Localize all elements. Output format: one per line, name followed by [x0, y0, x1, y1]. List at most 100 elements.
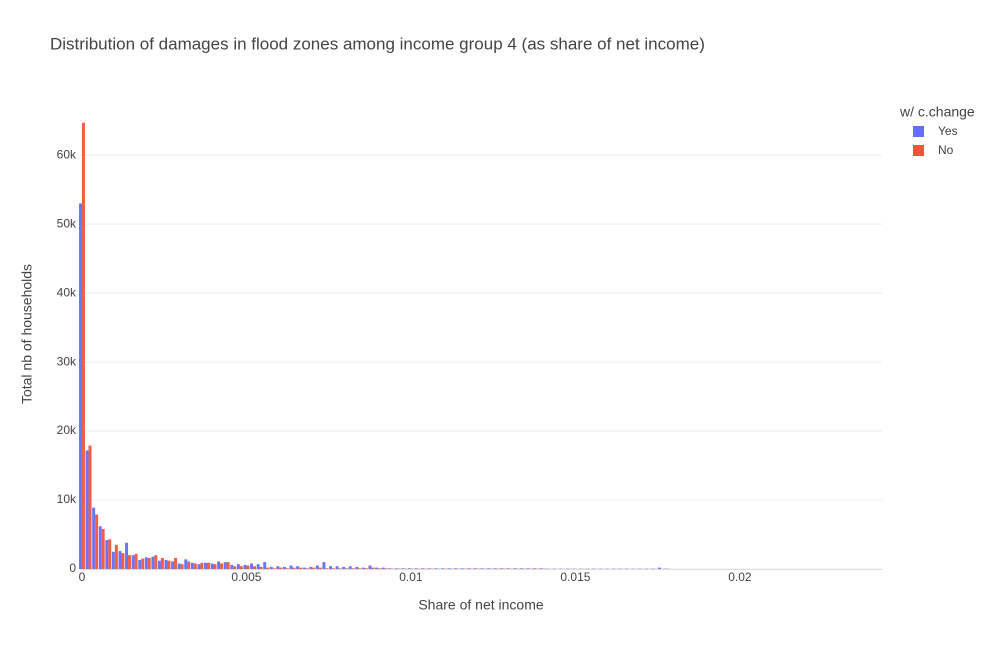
bar — [210, 563, 214, 569]
bar — [348, 566, 352, 569]
bar — [296, 566, 300, 569]
bar — [226, 562, 230, 569]
bar — [243, 564, 247, 569]
bar — [500, 568, 504, 569]
bar — [361, 567, 365, 569]
bar — [138, 560, 142, 569]
legend-label[interactable]: No — [938, 143, 954, 157]
bar — [513, 568, 517, 569]
bar — [92, 507, 96, 569]
bar — [526, 568, 530, 569]
bar — [141, 558, 145, 569]
bar — [217, 561, 221, 569]
bar — [151, 556, 155, 569]
y-tick-label: 0 — [69, 561, 76, 575]
bar — [388, 568, 392, 569]
bar — [440, 568, 444, 569]
bar — [394, 568, 398, 569]
bar — [407, 568, 411, 569]
bar — [223, 562, 227, 569]
bar — [345, 568, 349, 569]
bar — [371, 567, 375, 569]
bar — [154, 555, 158, 569]
bar — [322, 562, 326, 569]
bar — [368, 565, 372, 569]
bar — [131, 555, 135, 569]
legend-label[interactable]: Yes — [938, 124, 958, 138]
y-tick-label: 60k — [57, 147, 77, 161]
bar — [355, 566, 359, 569]
bar — [101, 528, 105, 569]
bar — [657, 567, 661, 569]
bar — [309, 566, 313, 569]
bar — [250, 563, 254, 569]
bar — [384, 568, 388, 569]
bar — [276, 566, 280, 569]
bar — [539, 568, 543, 569]
bar — [266, 567, 270, 569]
bar — [256, 564, 260, 569]
legend-title: w/ c.change — [899, 104, 975, 120]
bar — [318, 567, 322, 569]
bar — [358, 568, 362, 569]
bar — [460, 568, 464, 569]
bar — [167, 560, 171, 569]
bar — [532, 568, 536, 569]
x-tick-label: 0 — [79, 570, 86, 584]
bar — [95, 514, 99, 569]
bar — [121, 553, 125, 569]
bar — [325, 568, 329, 569]
bar — [98, 526, 102, 569]
bar — [239, 566, 243, 569]
bar — [351, 568, 355, 569]
bar — [282, 566, 286, 569]
bar — [263, 562, 267, 569]
bar — [305, 568, 309, 569]
bar — [486, 568, 490, 569]
bar — [157, 560, 161, 569]
bar — [118, 551, 122, 569]
bar — [85, 450, 89, 569]
bar — [259, 566, 263, 569]
bar — [197, 564, 201, 569]
bar — [338, 568, 342, 569]
bar — [285, 568, 289, 569]
bar — [147, 557, 151, 569]
bar — [414, 568, 418, 569]
legend-swatch[interactable] — [913, 126, 924, 137]
y-tick-label: 50k — [57, 216, 77, 230]
bar — [233, 566, 237, 569]
bar — [335, 566, 339, 569]
bar — [111, 551, 115, 569]
bar — [190, 562, 194, 569]
bar — [230, 564, 234, 569]
bar — [184, 559, 188, 569]
bar — [79, 203, 82, 570]
bar — [200, 562, 204, 569]
bar — [180, 564, 184, 569]
bar — [434, 568, 438, 569]
bar — [125, 542, 129, 569]
y-tick-label: 30k — [57, 354, 77, 368]
bar — [272, 568, 276, 569]
bar — [375, 567, 379, 569]
bar — [381, 567, 385, 569]
bar — [246, 565, 250, 569]
bar — [480, 568, 484, 569]
bar — [253, 566, 256, 569]
bar — [506, 568, 510, 569]
bar — [206, 562, 210, 569]
legend-swatch[interactable] — [913, 145, 924, 156]
bar — [342, 566, 346, 569]
bar — [302, 567, 306, 569]
bar — [160, 557, 164, 569]
x-tick-label: 0.005 — [231, 570, 261, 584]
bar — [454, 568, 457, 569]
bar — [493, 568, 497, 569]
bar — [289, 565, 293, 569]
x-axis-title: Share of net income — [418, 597, 544, 613]
bar — [134, 553, 138, 569]
bar — [108, 539, 112, 569]
x-tick-label: 0.02 — [728, 570, 752, 584]
bar — [164, 560, 168, 569]
